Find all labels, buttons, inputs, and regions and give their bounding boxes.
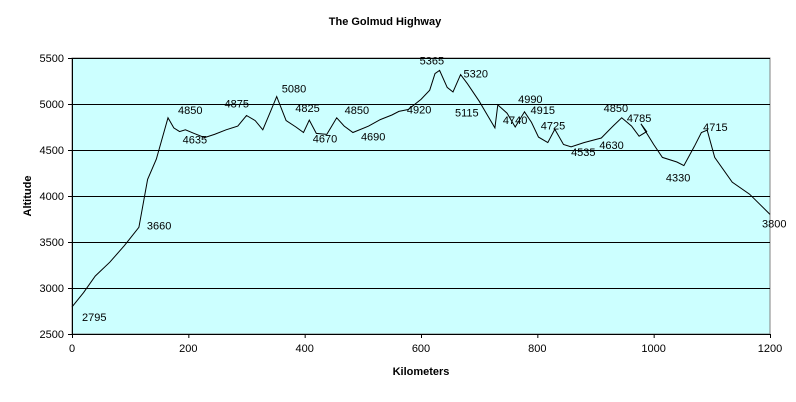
data-label: 4690 xyxy=(361,132,385,144)
data-label: 5080 xyxy=(282,84,306,96)
x-tick-label: 400 xyxy=(295,343,313,355)
y-axis-label: Altitude xyxy=(22,176,34,217)
data-label: 4740 xyxy=(503,115,527,127)
data-label: 4825 xyxy=(295,103,319,115)
y-tick-label: 5000 xyxy=(40,99,64,111)
y-tick-label: 4000 xyxy=(40,191,64,203)
x-tick-label: 1200 xyxy=(758,343,782,355)
x-axis-ticks: 0 200 400 600 800 1000 1200 xyxy=(69,58,782,355)
data-label: 4990 xyxy=(518,94,542,106)
altitude-line xyxy=(71,69,771,308)
data-labels: 2795 3660 4850 4635 4875 5080 4825 4670 4850 4690… xyxy=(82,55,786,323)
data-label: 4715 xyxy=(703,122,727,134)
data-label: 4920 xyxy=(407,104,431,116)
data-label: 5115 xyxy=(455,107,479,119)
x-axis-label: Kilometers xyxy=(393,366,450,378)
data-label: 4875 xyxy=(225,99,249,111)
data-label: 4850 xyxy=(178,105,202,117)
data-label: 5320 xyxy=(464,69,488,81)
data-label: 4635 xyxy=(183,135,207,147)
x-tick-label: 600 xyxy=(412,343,430,355)
data-label: 4330 xyxy=(666,173,690,185)
data-label: 5365 xyxy=(420,55,444,67)
y-tick-label: 5500 xyxy=(40,53,64,65)
data-label: 2795 xyxy=(82,312,106,324)
data-label: 4785 xyxy=(627,113,651,125)
data-label: 4725 xyxy=(541,120,565,132)
y-tick-label: 3500 xyxy=(40,237,64,249)
y-axis-ticks: 2500 3000 3500 4000 4500 5000 5500 xyxy=(40,53,72,341)
data-label: 4850 xyxy=(604,103,628,115)
data-label: 4535 xyxy=(571,147,595,159)
data-label: 3800 xyxy=(762,218,786,230)
x-tick-label: 200 xyxy=(179,343,197,355)
y-tick-label: 3000 xyxy=(40,283,64,295)
x-tick-label: 800 xyxy=(528,343,546,355)
data-label: 4850 xyxy=(345,105,369,117)
chart-title: The Golmud Highway xyxy=(329,16,442,28)
data-label: 4670 xyxy=(313,133,337,145)
data-label: 3660 xyxy=(147,220,171,232)
data-label: 4630 xyxy=(599,140,623,152)
x-tick-label: 1000 xyxy=(641,343,665,355)
y-tick-label: 4500 xyxy=(40,145,64,157)
data-label: 4915 xyxy=(531,105,555,117)
x-tick-label: 0 xyxy=(69,343,75,355)
y-tick-label: 2500 xyxy=(40,329,64,341)
